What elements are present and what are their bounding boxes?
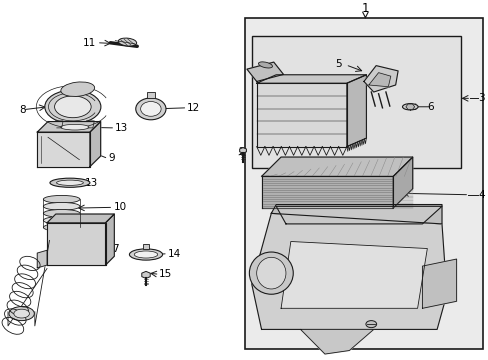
- Ellipse shape: [43, 216, 80, 224]
- Ellipse shape: [61, 82, 95, 96]
- Ellipse shape: [365, 321, 376, 328]
- Ellipse shape: [129, 249, 162, 260]
- Polygon shape: [37, 250, 47, 268]
- Polygon shape: [142, 271, 150, 278]
- Text: 8: 8: [20, 105, 26, 114]
- Ellipse shape: [43, 224, 80, 231]
- Ellipse shape: [134, 251, 158, 258]
- Text: 1: 1: [361, 2, 368, 15]
- Text: 10: 10: [114, 202, 127, 212]
- Ellipse shape: [57, 180, 83, 185]
- Ellipse shape: [258, 62, 272, 68]
- Ellipse shape: [118, 38, 136, 46]
- Polygon shape: [37, 132, 90, 167]
- Ellipse shape: [256, 257, 285, 289]
- Ellipse shape: [61, 124, 89, 130]
- Ellipse shape: [43, 202, 80, 210]
- Bar: [251, 36, 461, 168]
- Ellipse shape: [55, 96, 91, 118]
- Polygon shape: [47, 214, 114, 223]
- Text: 13: 13: [84, 178, 98, 188]
- Polygon shape: [261, 176, 392, 208]
- Ellipse shape: [43, 210, 80, 217]
- Text: 14: 14: [167, 249, 181, 259]
- Text: 15: 15: [159, 269, 172, 279]
- Polygon shape: [105, 214, 114, 265]
- Polygon shape: [251, 213, 446, 329]
- Polygon shape: [346, 75, 366, 147]
- Polygon shape: [256, 75, 366, 83]
- Polygon shape: [363, 66, 397, 92]
- Polygon shape: [90, 122, 101, 167]
- Text: 4: 4: [478, 190, 484, 200]
- Ellipse shape: [9, 307, 34, 321]
- Polygon shape: [392, 157, 412, 208]
- Text: 12: 12: [186, 103, 200, 113]
- Polygon shape: [271, 204, 441, 224]
- Polygon shape: [47, 223, 105, 265]
- Polygon shape: [276, 206, 441, 224]
- Bar: [143, 244, 149, 249]
- Ellipse shape: [50, 178, 90, 187]
- Text: 9: 9: [108, 153, 114, 163]
- Polygon shape: [37, 122, 101, 132]
- Bar: [147, 92, 155, 98]
- Polygon shape: [281, 242, 427, 308]
- Ellipse shape: [53, 122, 96, 132]
- Polygon shape: [368, 73, 390, 87]
- Ellipse shape: [141, 102, 161, 116]
- Polygon shape: [239, 148, 246, 153]
- Text: 2: 2: [237, 147, 244, 157]
- Ellipse shape: [402, 104, 417, 110]
- Polygon shape: [261, 157, 412, 176]
- Ellipse shape: [43, 195, 80, 203]
- Text: 5: 5: [335, 59, 341, 69]
- Polygon shape: [256, 83, 346, 147]
- Ellipse shape: [14, 309, 29, 318]
- Ellipse shape: [136, 98, 165, 120]
- Polygon shape: [246, 62, 283, 81]
- Ellipse shape: [45, 90, 101, 123]
- Text: 11: 11: [82, 38, 96, 48]
- Bar: [245, 18, 483, 349]
- Polygon shape: [422, 259, 456, 308]
- Ellipse shape: [249, 252, 293, 294]
- Polygon shape: [405, 104, 414, 109]
- Text: 7: 7: [112, 243, 119, 253]
- Text: 6: 6: [426, 102, 433, 112]
- Text: 13: 13: [115, 123, 128, 133]
- Polygon shape: [300, 329, 373, 354]
- Text: 3: 3: [478, 93, 484, 103]
